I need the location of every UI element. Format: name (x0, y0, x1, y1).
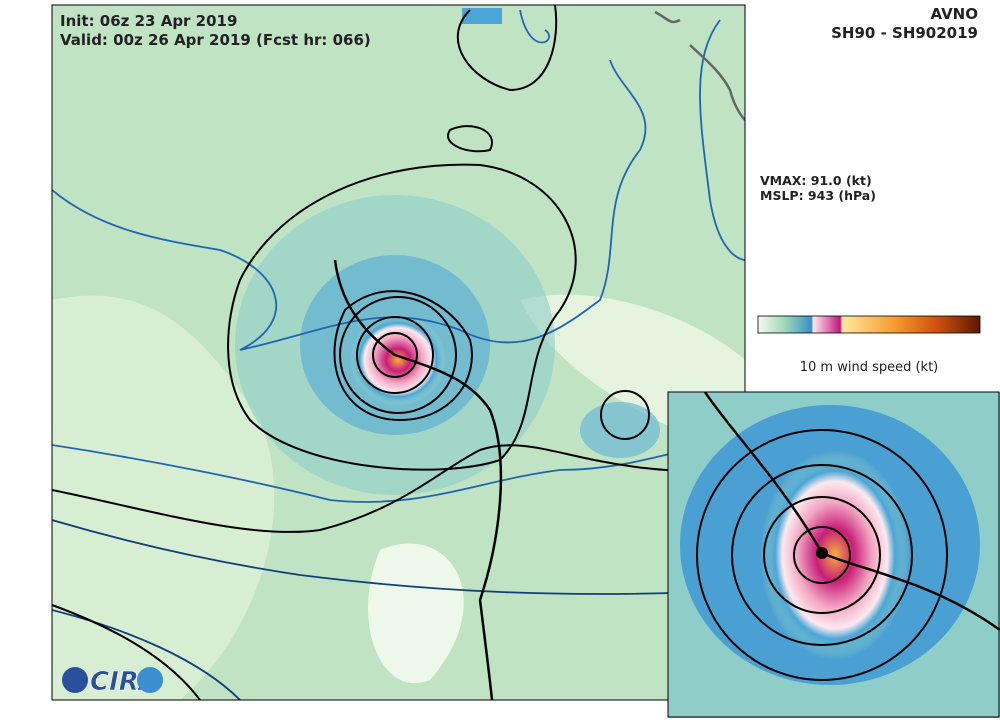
logo-mark (137, 667, 163, 693)
colorbar-label: 10 m wind speed (kt) (800, 360, 939, 375)
slp-contour (52, 604, 201, 700)
coastline (654, 10, 745, 121)
slp-contour (333, 290, 473, 422)
sst-contour (52, 439, 745, 503)
wind-area (462, 8, 502, 24)
colorbar (757, 315, 981, 334)
light-area (368, 543, 464, 684)
vmax: VMAX: 91.0 (kt) (760, 173, 872, 188)
sst-contour (519, 9, 745, 261)
slp-contour (372, 332, 418, 378)
slp-contour (456, 5, 558, 92)
sst-contour (52, 519, 745, 595)
slp-contour (696, 429, 948, 681)
slp-contour (447, 125, 493, 153)
inset-slp (696, 392, 1000, 681)
coast (654, 10, 745, 121)
light-area (52, 295, 275, 700)
slp-contour (227, 163, 577, 471)
init-time: Init: 06z 23 Apr 2019 (60, 12, 237, 30)
map-field (52, 5, 745, 700)
logo: CIRA (62, 667, 163, 697)
slp-contour (731, 464, 913, 646)
slp-contours (52, 5, 745, 700)
storm-core (760, 450, 910, 660)
inset-frame (667, 391, 1000, 718)
sst-contour (52, 59, 647, 351)
wind-area (580, 402, 660, 458)
slp-contour (339, 296, 457, 414)
slp-contour (763, 496, 881, 614)
sst-contour (52, 609, 241, 700)
sst-contours (52, 9, 745, 700)
valid-time: Valid: 00z 26 Apr 2019 (Fcst hr: 066) (60, 31, 371, 49)
slp-contour (52, 444, 745, 533)
slp-contour (793, 526, 851, 584)
slp-contour (600, 390, 650, 440)
logo-mark (62, 667, 88, 693)
model: AVNO (930, 5, 978, 23)
mslp: MSLP: 943 (hPa) (760, 188, 876, 203)
slp-contour (356, 316, 434, 394)
map-frame (51, 4, 746, 701)
storm-id: SH90 - SH902019 (831, 24, 978, 42)
inset-field (668, 392, 1000, 718)
storm-track (333, 259, 503, 700)
storm-center (816, 547, 828, 559)
